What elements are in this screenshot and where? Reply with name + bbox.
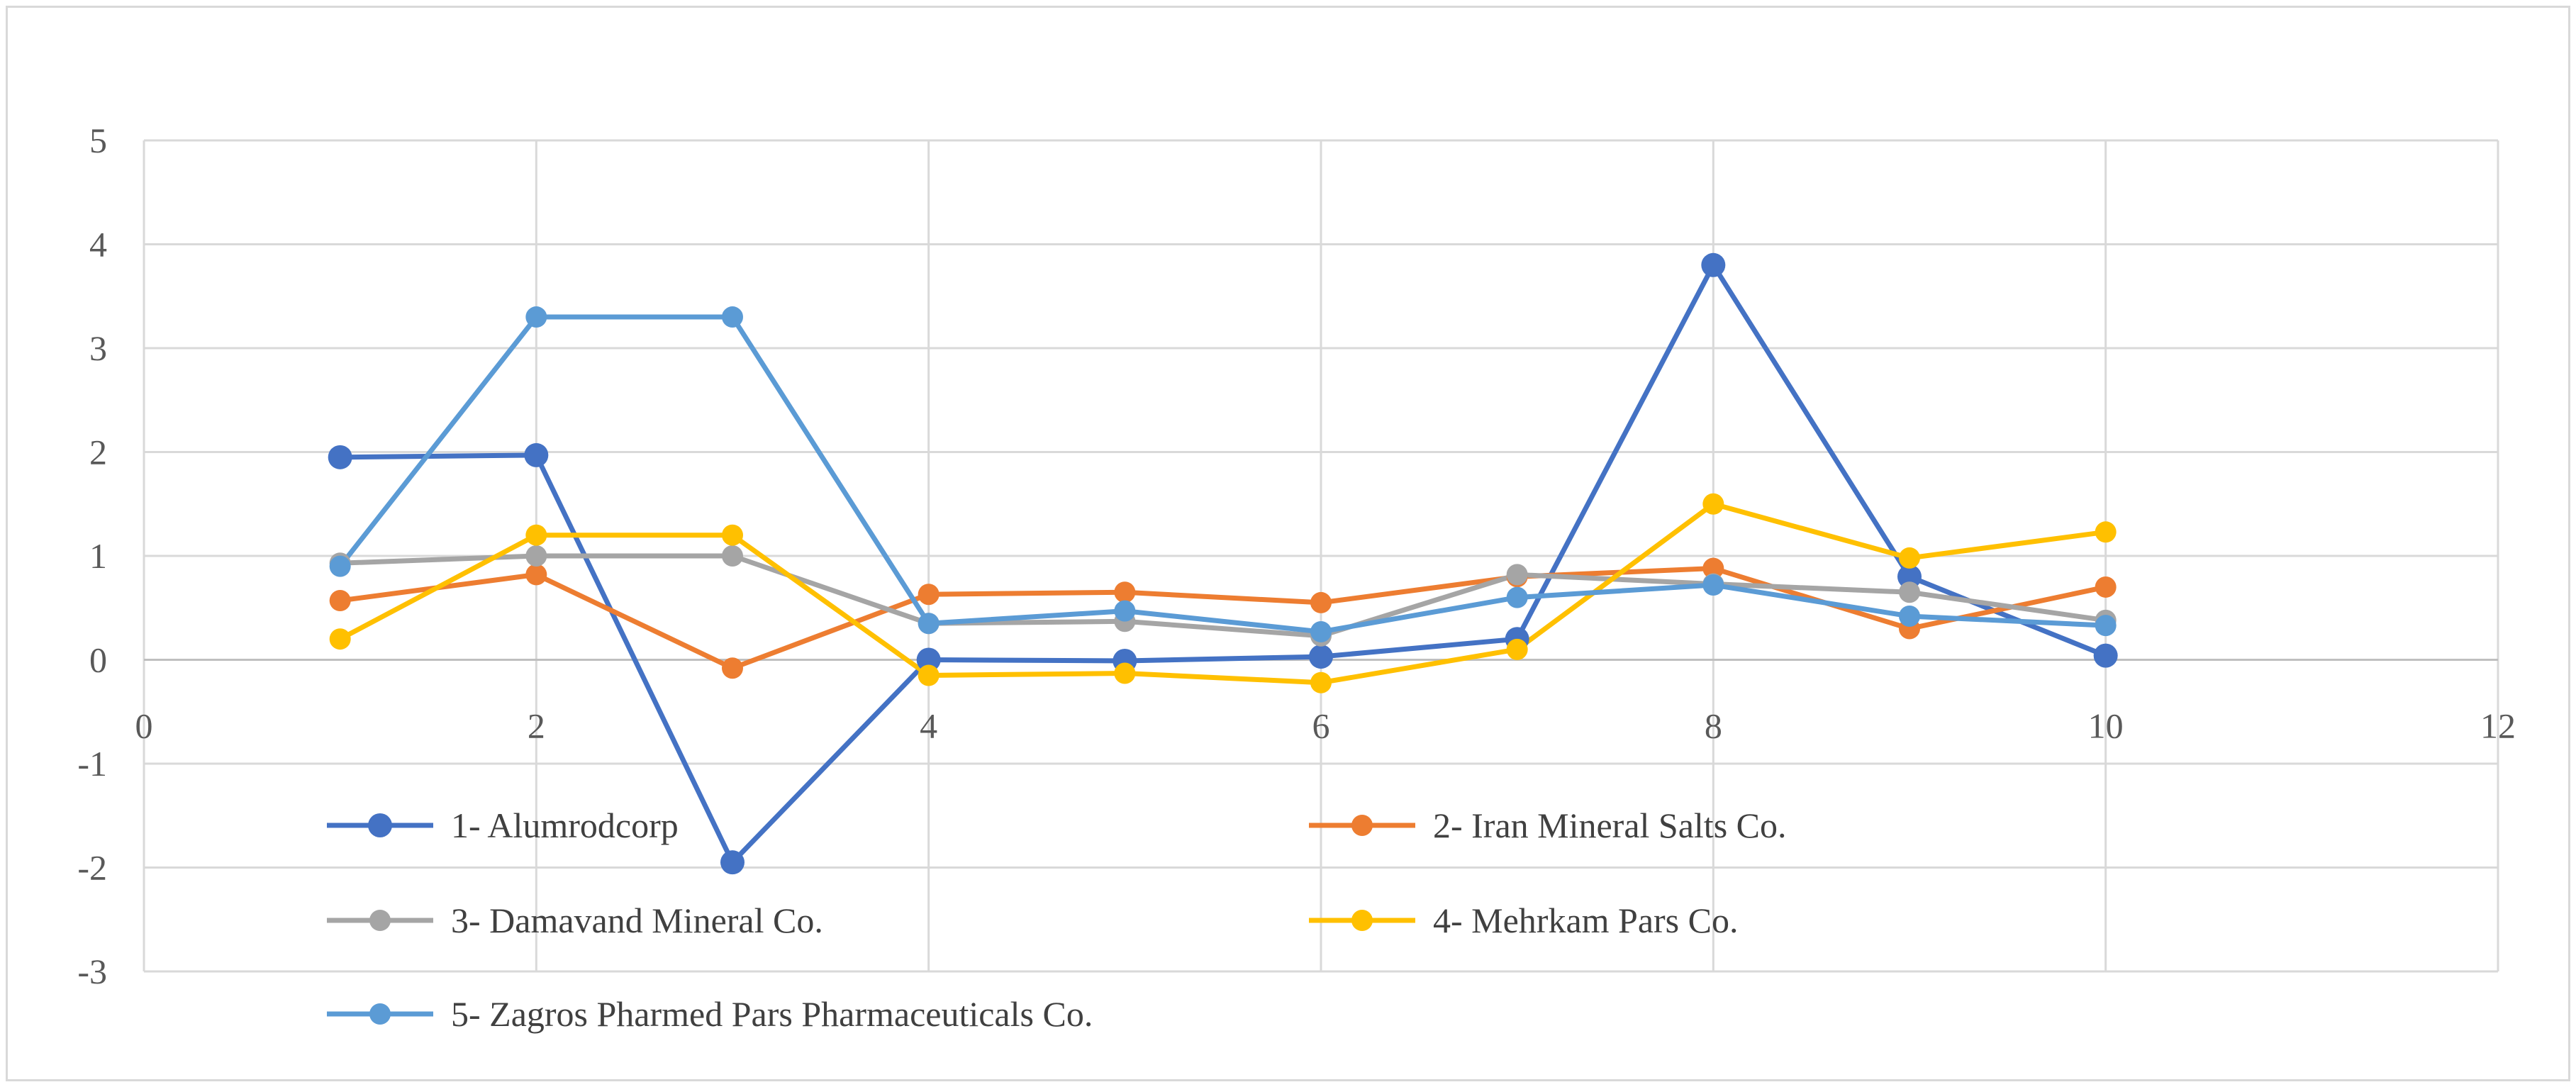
legend-item-1: 1- Alumrodcorp xyxy=(327,806,679,845)
data-point-series-4 xyxy=(329,628,351,650)
y-tick-label: -3 xyxy=(77,952,107,991)
data-point-series-4 xyxy=(2095,521,2117,543)
series-line-2 xyxy=(340,566,2107,671)
data-point-series-5 xyxy=(1506,586,1528,608)
legend-marker-swatch xyxy=(1351,910,1373,931)
data-point-series-5 xyxy=(1702,574,1724,596)
legend-marker-swatch xyxy=(1351,815,1373,836)
data-point-series-3 xyxy=(525,545,547,567)
data-point-series-1 xyxy=(1309,645,1333,669)
data-point-series-1 xyxy=(328,445,352,469)
legend-marker-swatch xyxy=(368,813,392,837)
data-point-series-4 xyxy=(525,524,547,546)
data-point-series-4 xyxy=(1506,638,1528,660)
legend-marker-swatch xyxy=(369,1003,391,1025)
legend-label: 1- Alumrodcorp xyxy=(451,806,679,845)
data-point-series-3 xyxy=(722,545,743,567)
legend-label: 3- Damavand Mineral Co. xyxy=(451,901,823,940)
data-point-series-5 xyxy=(918,613,939,635)
legend-item-3: 3- Damavand Mineral Co. xyxy=(327,901,823,940)
x-tick-label: 12 xyxy=(2480,706,2516,746)
data-point-series-2 xyxy=(525,564,547,586)
data-point-series-5 xyxy=(2095,615,2117,637)
x-tick-label: 0 xyxy=(135,706,153,746)
x-tick-label: 6 xyxy=(1312,706,1330,746)
data-point-series-2 xyxy=(722,657,743,679)
x-tick-label: 4 xyxy=(920,706,937,746)
data-point-series-5 xyxy=(722,306,743,328)
series-line-5 xyxy=(338,314,2106,635)
data-point-series-2 xyxy=(2095,576,2117,598)
data-point-series-5 xyxy=(329,555,351,577)
y-tick-label: 4 xyxy=(89,225,107,264)
data-point-series-1 xyxy=(1897,564,1922,589)
y-tick-label: 1 xyxy=(89,536,107,576)
data-point-series-2 xyxy=(329,589,351,611)
y-tick-label: -2 xyxy=(77,848,107,888)
legend-label: 5- Zagros Pharmed Pars Pharmaceuticals C… xyxy=(451,994,1093,1034)
legend-item-5: 5- Zagros Pharmed Pars Pharmaceuticals C… xyxy=(327,994,1093,1034)
data-point-series-5 xyxy=(525,306,547,328)
legend: 1- Alumrodcorp 2- Iran Mineral Salts Co. 3… xyxy=(327,806,1787,1034)
data-point-series-3 xyxy=(1899,581,1920,603)
legend-label: 4- Mehrkam Pars Co. xyxy=(1433,901,1739,940)
data-point-series-1 xyxy=(2093,643,2118,668)
series-line-3 xyxy=(340,553,2107,639)
data-point-series-4 xyxy=(1114,662,1136,684)
data-point-series-2 xyxy=(1702,557,1724,579)
data-point-series-4 xyxy=(918,664,939,686)
data-point-series-2 xyxy=(1114,581,1136,603)
y-tick-label: -1 xyxy=(77,744,107,784)
data-point-series-1 xyxy=(1701,252,1726,277)
x-tick-label: 2 xyxy=(528,706,545,746)
series-line-1 xyxy=(340,262,2107,865)
data-point-series-4 xyxy=(1310,671,1332,693)
x-tick-label: 8 xyxy=(1705,706,1722,746)
data-point-series-5 xyxy=(1899,605,1920,627)
data-point-series-5 xyxy=(1310,620,1332,642)
y-tick-label: 5 xyxy=(89,121,107,160)
data-point-series-4 xyxy=(1702,493,1724,515)
legend-item-2: 2- Iran Mineral Salts Co. xyxy=(1309,806,1787,845)
legend-marker-swatch xyxy=(369,910,391,931)
data-point-series-2 xyxy=(1310,591,1332,613)
data-point-series-5 xyxy=(1114,600,1136,622)
data-point-series-1 xyxy=(524,442,549,467)
data-point-series-4 xyxy=(1899,547,1920,569)
series-lines xyxy=(328,252,2118,875)
y-tick-label: 0 xyxy=(89,640,107,680)
y-tick-label: 3 xyxy=(89,328,107,368)
series-line-4 xyxy=(339,501,2107,686)
y-tick-label: 2 xyxy=(89,433,107,472)
chart-area: -3 -2 -1 0 1 2 3 4 5 0 2 4 6 8 10 12 1- Alumrodcorp 2- I… xyxy=(6,6,2570,1081)
data-point-series-1 xyxy=(916,647,941,672)
data-point-series-4 xyxy=(722,524,743,546)
x-tick-label: 10 xyxy=(2088,706,2124,746)
legend-label: 2- Iran Mineral Salts Co. xyxy=(1433,806,1787,845)
data-point-series-1 xyxy=(720,850,745,875)
data-point-series-3 xyxy=(1506,564,1528,586)
legend-item-4: 4- Mehrkam Pars Co. xyxy=(1309,901,1739,940)
data-point-series-2 xyxy=(918,584,939,606)
